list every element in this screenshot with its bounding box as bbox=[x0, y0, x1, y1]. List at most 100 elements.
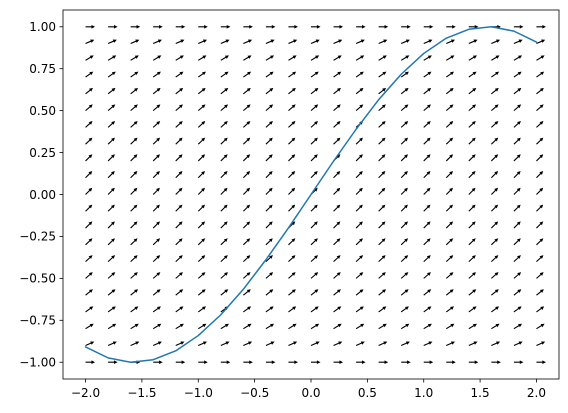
slope-arrow bbox=[333, 238, 341, 246]
slope-arrow bbox=[445, 272, 454, 279]
slope-arrow bbox=[423, 204, 431, 212]
slope-arrow bbox=[288, 55, 297, 61]
slope-arrow bbox=[423, 120, 431, 128]
slope-arrow bbox=[445, 204, 454, 212]
slope-arrow bbox=[423, 238, 431, 246]
slope-arrow bbox=[468, 55, 477, 61]
slope-arrow bbox=[513, 306, 522, 313]
slope-arrow bbox=[175, 104, 183, 112]
slope-arrow bbox=[513, 104, 522, 112]
slope-arrow bbox=[310, 221, 318, 229]
slope-arrow bbox=[242, 255, 251, 262]
slope-arrow bbox=[513, 24, 524, 29]
slope-arrow bbox=[445, 87, 454, 95]
slope-arrow bbox=[152, 55, 162, 61]
slope-arrow bbox=[152, 306, 161, 313]
slope-arrow bbox=[491, 71, 500, 78]
slope-arrow bbox=[333, 24, 344, 29]
slope-arrow bbox=[130, 289, 139, 296]
slope-arrow bbox=[85, 221, 93, 229]
slope-arrow bbox=[423, 24, 434, 29]
slope-arrow bbox=[108, 360, 118, 365]
slope-arrow bbox=[333, 255, 341, 262]
slope-arrow bbox=[333, 120, 341, 128]
slope-arrow bbox=[446, 24, 456, 29]
slope-arrow bbox=[265, 255, 273, 262]
slope-arrow bbox=[265, 204, 273, 212]
slope-arrow bbox=[265, 289, 274, 296]
slope-arrow bbox=[468, 306, 477, 313]
slope-arrow bbox=[288, 204, 296, 212]
slope-arrow bbox=[400, 272, 409, 279]
slope-arrow bbox=[468, 204, 476, 212]
slope-arrow bbox=[468, 221, 476, 229]
slope-arrow bbox=[333, 306, 342, 313]
slope-arrow bbox=[152, 87, 161, 95]
slope-arrow bbox=[468, 24, 479, 29]
x-tick-label: −2.0 bbox=[71, 386, 100, 400]
slope-arrow bbox=[85, 87, 93, 95]
slope-arrow bbox=[130, 221, 138, 229]
slope-arrow bbox=[423, 341, 433, 346]
slope-arrow bbox=[107, 120, 116, 128]
x-tick-label: 2.0 bbox=[527, 386, 546, 400]
slope-arrow bbox=[243, 71, 252, 78]
slope-arrow bbox=[197, 120, 206, 128]
x-tick-label: 1.5 bbox=[471, 386, 490, 400]
slope-arrow bbox=[220, 238, 228, 246]
slope-arrow bbox=[401, 360, 411, 365]
slope-arrow bbox=[265, 55, 275, 61]
slope-arrow bbox=[197, 187, 205, 195]
y-tick-label: 0.00 bbox=[29, 188, 56, 202]
slope-arrow bbox=[378, 187, 386, 195]
slope-arrow bbox=[468, 137, 476, 145]
slope-arrow bbox=[175, 255, 183, 262]
slope-arrow bbox=[243, 104, 251, 112]
slope-arrow bbox=[513, 120, 521, 128]
slope-arrow bbox=[490, 255, 499, 262]
slope-arrow bbox=[288, 323, 297, 330]
slope-arrow bbox=[107, 137, 115, 145]
slope-arrow bbox=[152, 104, 161, 112]
slope-arrow bbox=[85, 24, 96, 29]
slope-arrow bbox=[85, 154, 93, 162]
slope-arrow bbox=[536, 238, 544, 246]
slope-arrow bbox=[85, 187, 93, 195]
slope-arrow bbox=[536, 306, 545, 313]
slope-arrow bbox=[130, 39, 140, 45]
slope-arrow bbox=[242, 221, 251, 229]
slope-arrow bbox=[513, 341, 523, 346]
slope-arrow bbox=[197, 306, 206, 313]
slope-arrow bbox=[107, 39, 117, 45]
slope-arrow bbox=[220, 323, 229, 330]
slope-arrow bbox=[468, 187, 476, 195]
slope-arrow bbox=[310, 137, 318, 145]
slope-arrow bbox=[130, 71, 139, 78]
slope-arrow bbox=[197, 272, 206, 279]
slope-arrow bbox=[536, 55, 545, 61]
slope-arrow bbox=[491, 360, 501, 365]
slope-arrow bbox=[288, 71, 297, 78]
slope-arrow bbox=[220, 204, 228, 212]
x-tick-label: 0.0 bbox=[301, 386, 320, 400]
slope-arrow bbox=[198, 360, 208, 365]
slope-arrow bbox=[130, 187, 138, 195]
slope-arrow bbox=[491, 87, 499, 95]
slope-arrow bbox=[378, 272, 386, 279]
slope-arrow bbox=[468, 255, 476, 262]
slope-arrow bbox=[400, 87, 409, 95]
slope-arrow bbox=[220, 221, 228, 229]
slope-arrow bbox=[265, 221, 273, 229]
slope-arrow bbox=[536, 71, 545, 78]
x-tick-label: 0.5 bbox=[358, 386, 377, 400]
slope-arrow bbox=[423, 187, 431, 195]
slope-arrow bbox=[333, 341, 343, 346]
slope-arrow bbox=[130, 104, 138, 112]
x-tick-label: −1.5 bbox=[127, 386, 156, 400]
slope-arrow bbox=[468, 323, 477, 330]
slope-arrow bbox=[265, 360, 276, 365]
slope-arrow bbox=[288, 255, 296, 262]
slope-arrow bbox=[355, 289, 364, 296]
slope-arrow bbox=[355, 39, 365, 45]
slope-arrow bbox=[378, 306, 387, 313]
